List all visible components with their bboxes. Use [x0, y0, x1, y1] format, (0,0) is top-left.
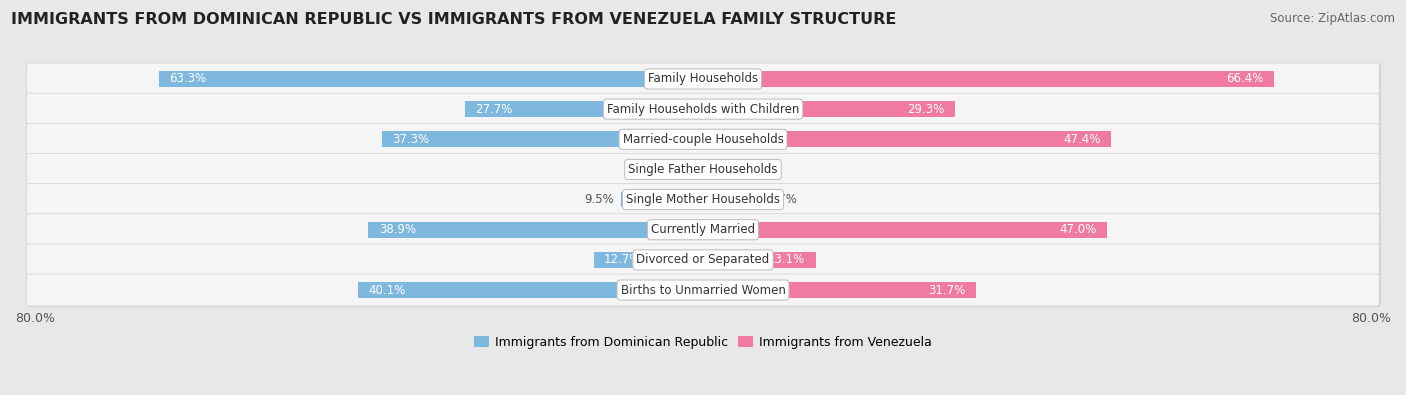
Text: 47.4%: 47.4%	[1063, 133, 1101, 146]
Text: 12.7%: 12.7%	[605, 254, 641, 266]
Text: 37.3%: 37.3%	[392, 133, 430, 146]
Bar	[681, 162, 703, 177]
Text: 2.3%: 2.3%	[730, 163, 759, 176]
Text: 9.5%: 9.5%	[585, 193, 614, 206]
Text: 40.1%: 40.1%	[368, 284, 406, 297]
FancyBboxPatch shape	[28, 124, 1381, 156]
Bar	[703, 101, 955, 117]
Bar	[593, 252, 703, 268]
Text: IMMIGRANTS FROM DOMINICAN REPUBLIC VS IMMIGRANTS FROM VENEZUELA FAMILY STRUCTURE: IMMIGRANTS FROM DOMINICAN REPUBLIC VS IM…	[11, 12, 897, 27]
FancyBboxPatch shape	[27, 214, 1379, 246]
FancyBboxPatch shape	[28, 214, 1381, 246]
Text: Births to Unmarried Women: Births to Unmarried Women	[620, 284, 786, 297]
Bar	[703, 162, 723, 177]
Bar	[703, 132, 1111, 147]
Bar	[465, 101, 703, 117]
FancyBboxPatch shape	[28, 184, 1381, 216]
Text: 38.9%: 38.9%	[378, 223, 416, 236]
Text: Single Father Households: Single Father Households	[628, 163, 778, 176]
Bar	[703, 252, 815, 268]
Legend: Immigrants from Dominican Republic, Immigrants from Venezuela: Immigrants from Dominican Republic, Immi…	[468, 331, 938, 354]
FancyBboxPatch shape	[27, 244, 1379, 276]
Bar	[703, 192, 761, 207]
Text: Source: ZipAtlas.com: Source: ZipAtlas.com	[1270, 12, 1395, 25]
Text: 80.0%: 80.0%	[15, 312, 55, 325]
FancyBboxPatch shape	[28, 275, 1381, 307]
Bar	[621, 192, 703, 207]
Text: 29.3%: 29.3%	[907, 103, 945, 116]
FancyBboxPatch shape	[27, 63, 1379, 95]
Bar	[368, 222, 703, 237]
FancyBboxPatch shape	[28, 64, 1381, 96]
Text: Single Mother Households: Single Mother Households	[626, 193, 780, 206]
FancyBboxPatch shape	[27, 154, 1379, 185]
Text: 47.0%: 47.0%	[1060, 223, 1097, 236]
Bar	[703, 71, 1274, 87]
Text: Family Households: Family Households	[648, 73, 758, 85]
FancyBboxPatch shape	[28, 154, 1381, 186]
Text: 2.6%: 2.6%	[644, 163, 673, 176]
FancyBboxPatch shape	[27, 123, 1379, 155]
FancyBboxPatch shape	[27, 93, 1379, 125]
Bar	[382, 132, 703, 147]
Bar	[703, 282, 976, 298]
FancyBboxPatch shape	[28, 245, 1381, 276]
Text: 27.7%: 27.7%	[475, 103, 512, 116]
Text: Divorced or Separated: Divorced or Separated	[637, 254, 769, 266]
Bar	[359, 282, 703, 298]
FancyBboxPatch shape	[28, 94, 1381, 126]
Bar	[703, 222, 1107, 237]
Text: 31.7%: 31.7%	[928, 284, 966, 297]
Text: Married-couple Households: Married-couple Households	[623, 133, 783, 146]
Text: 66.4%: 66.4%	[1226, 73, 1264, 85]
FancyBboxPatch shape	[27, 184, 1379, 216]
Text: 6.7%: 6.7%	[768, 193, 797, 206]
FancyBboxPatch shape	[27, 274, 1379, 306]
Text: 63.3%: 63.3%	[169, 73, 207, 85]
Bar	[159, 71, 703, 87]
Text: 80.0%: 80.0%	[1351, 312, 1391, 325]
Text: 13.1%: 13.1%	[768, 254, 806, 266]
Text: Currently Married: Currently Married	[651, 223, 755, 236]
Text: Family Households with Children: Family Households with Children	[607, 103, 799, 116]
